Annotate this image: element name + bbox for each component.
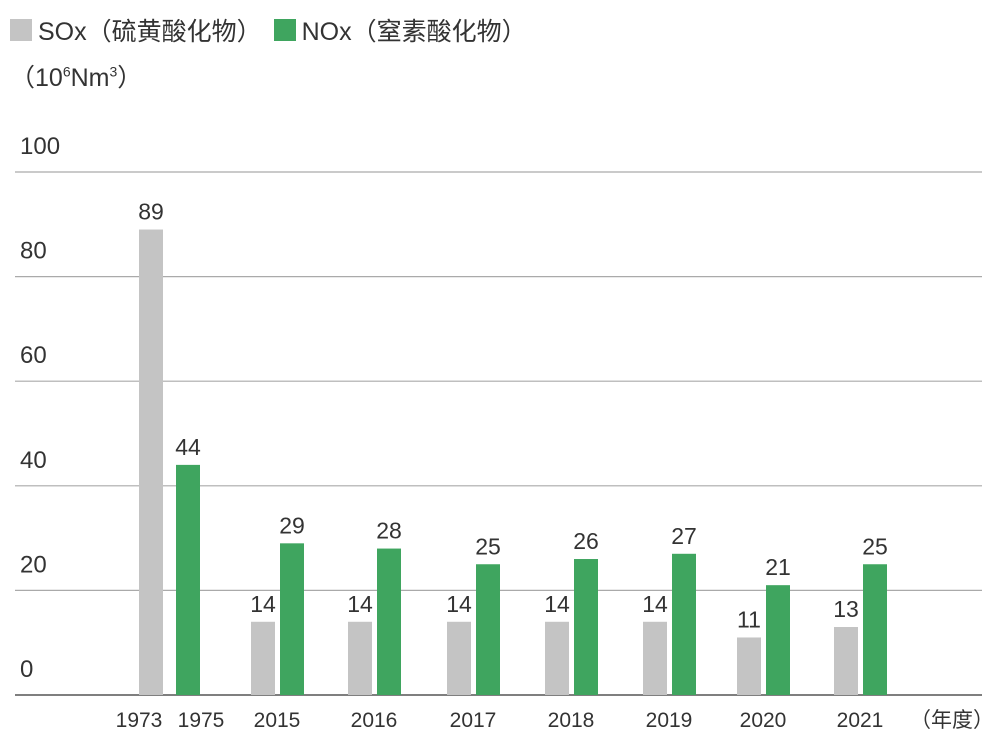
bar-sox-2016	[348, 621, 372, 695]
y-tick-label-60: 60	[20, 342, 47, 369]
unit-label: （106Nm3）	[10, 63, 143, 92]
data-label-nox-2020: 21	[765, 554, 791, 580]
x-tick-label-2016: 2016	[351, 709, 398, 732]
legend-item-nox: NOx（窒素酸化物）	[273, 12, 527, 48]
data-label-sox-2015: 14	[250, 591, 276, 617]
y-tick-label-0: 0	[20, 656, 33, 683]
data-label-sox-2020: 11	[737, 606, 761, 632]
x-tick-label-1975: 1975	[178, 709, 225, 732]
bar-sox-2018	[545, 621, 569, 695]
x-axis-unit-label: （年度）	[910, 709, 994, 732]
x-tick-label-2020: 2020	[740, 709, 787, 732]
bar-sox-1973	[139, 229, 163, 695]
y-tick-label-100: 100	[20, 133, 60, 160]
x-tick-label-2017: 2017	[450, 709, 497, 732]
bar-nox-2020	[766, 585, 790, 695]
bar-sox-2015	[251, 621, 275, 695]
bar-sox-2020	[737, 637, 761, 695]
data-label-sox-1973: 89	[138, 199, 164, 225]
legend-item-sox: SOx（硫黄酸化物）	[10, 12, 262, 48]
bar-nox-2018	[574, 559, 598, 695]
data-label-sox-2017: 14	[446, 591, 472, 617]
x-tick-label-2018: 2018	[548, 709, 595, 732]
x-tick-label-2015: 2015	[254, 709, 301, 732]
data-label-nox-2019: 27	[671, 523, 697, 549]
bar-sox-2017	[447, 621, 471, 695]
y-tick-label-40: 40	[20, 447, 47, 474]
data-label-nox-2017: 25	[475, 533, 501, 559]
x-tick-label-2019: 2019	[646, 709, 693, 732]
bar-nox-1975	[176, 464, 200, 695]
data-label-sox-2016: 14	[347, 591, 373, 617]
legend-label-nox: NOx（窒素酸化物）	[301, 18, 527, 46]
bar-sox-2019	[643, 621, 667, 695]
legend-label-sox: SOx（硫黄酸化物）	[38, 18, 262, 46]
y-tick-label-80: 80	[20, 238, 47, 265]
data-label-nox-2016: 28	[376, 518, 402, 544]
bar-nox-2017	[476, 564, 500, 695]
data-label-sox-2019: 14	[642, 591, 668, 617]
data-label-nox-1975: 44	[175, 434, 201, 460]
sox-swatch-icon	[10, 19, 32, 41]
data-label-nox-2015: 29	[279, 512, 305, 538]
data-label-sox-2021: 13	[833, 596, 859, 622]
data-label-nox-2018: 26	[573, 528, 599, 554]
data-label-nox-2021: 25	[862, 533, 888, 559]
bar-nox-2015	[280, 543, 304, 695]
x-tick-label-1973: 1973	[116, 709, 163, 732]
bar-sox-2021	[834, 627, 858, 695]
bar-nox-2021	[863, 564, 887, 695]
legend: SOx（硫黄酸化物） NOx（窒素酸化物）	[10, 12, 539, 48]
data-label-sox-2018: 14	[544, 591, 570, 617]
nox-swatch-icon	[273, 19, 296, 41]
bar-nox-2016	[377, 548, 401, 695]
y-tick-label-20: 20	[20, 551, 47, 578]
x-tick-label-2021: 2021	[837, 709, 884, 732]
bar-nox-2019	[672, 553, 696, 695]
